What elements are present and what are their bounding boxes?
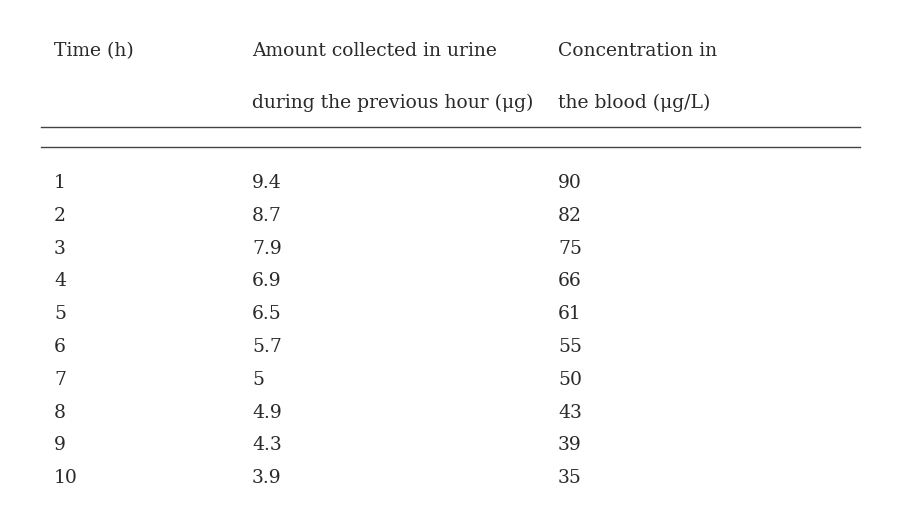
Text: 50: 50 xyxy=(558,371,582,389)
Text: 9.4: 9.4 xyxy=(252,174,282,192)
Text: 82: 82 xyxy=(558,207,582,225)
Text: 3: 3 xyxy=(54,240,66,258)
Text: 3.9: 3.9 xyxy=(252,469,282,487)
Text: 43: 43 xyxy=(558,404,582,422)
Text: 39: 39 xyxy=(558,436,581,454)
Text: 4.3: 4.3 xyxy=(252,436,282,454)
Text: 9: 9 xyxy=(54,436,66,454)
Text: 90: 90 xyxy=(558,174,582,192)
Text: 8.7: 8.7 xyxy=(252,207,282,225)
Text: 10: 10 xyxy=(54,469,78,487)
Text: 61: 61 xyxy=(558,305,581,323)
Text: 2: 2 xyxy=(54,207,66,225)
Text: during the previous hour (μg): during the previous hour (μg) xyxy=(252,94,534,112)
Text: Time (h): Time (h) xyxy=(54,42,134,60)
Text: 55: 55 xyxy=(558,338,582,356)
Text: 4.9: 4.9 xyxy=(252,404,282,422)
Text: 6.9: 6.9 xyxy=(252,272,282,291)
Text: 6.5: 6.5 xyxy=(252,305,282,323)
Text: 7: 7 xyxy=(54,371,66,389)
Text: the blood (μg/L): the blood (μg/L) xyxy=(558,94,710,112)
Text: 66: 66 xyxy=(558,272,581,291)
Text: 5: 5 xyxy=(54,305,66,323)
Text: Amount collected in urine: Amount collected in urine xyxy=(252,42,497,60)
Text: Concentration in: Concentration in xyxy=(558,42,717,60)
Text: 5: 5 xyxy=(252,371,264,389)
Text: 1: 1 xyxy=(54,174,66,192)
Text: 8: 8 xyxy=(54,404,66,422)
Text: 4: 4 xyxy=(54,272,66,291)
Text: 5.7: 5.7 xyxy=(252,338,282,356)
Text: 35: 35 xyxy=(558,469,582,487)
Text: 7.9: 7.9 xyxy=(252,240,282,258)
Text: 6: 6 xyxy=(54,338,66,356)
Text: 75: 75 xyxy=(558,240,582,258)
